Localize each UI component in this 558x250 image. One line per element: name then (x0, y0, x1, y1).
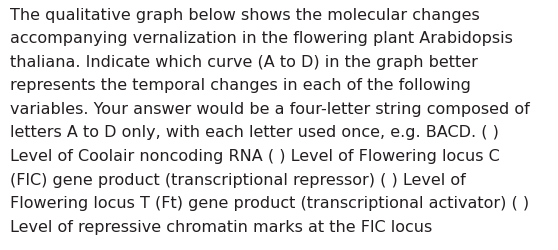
Text: Level of repressive chromatin marks at the FlC locus: Level of repressive chromatin marks at t… (10, 219, 432, 234)
Text: Level of Coolair noncoding RNA ( ) Level of Flowering locus C: Level of Coolair noncoding RNA ( ) Level… (10, 148, 500, 164)
Text: Flowering locus T (Ft) gene product (transcriptional activator) ( ): Flowering locus T (Ft) gene product (tra… (10, 196, 529, 210)
Text: (FlC) gene product (transcriptional repressor) ( ) Level of: (FlC) gene product (transcriptional repr… (10, 172, 466, 187)
Text: The qualitative graph below shows the molecular changes: The qualitative graph below shows the mo… (10, 8, 480, 22)
Text: accompanying vernalization in the flowering plant Arabidopsis: accompanying vernalization in the flower… (10, 31, 513, 46)
Text: represents the temporal changes in each of the following: represents the temporal changes in each … (10, 78, 471, 93)
Text: thaliana. Indicate which curve (A to D) in the graph better: thaliana. Indicate which curve (A to D) … (10, 54, 478, 70)
Text: variables. Your answer would be a four-letter string composed of: variables. Your answer would be a four-l… (10, 102, 530, 116)
Text: letters A to D only, with each letter used once, e.g. BACD. ( ): letters A to D only, with each letter us… (10, 125, 499, 140)
